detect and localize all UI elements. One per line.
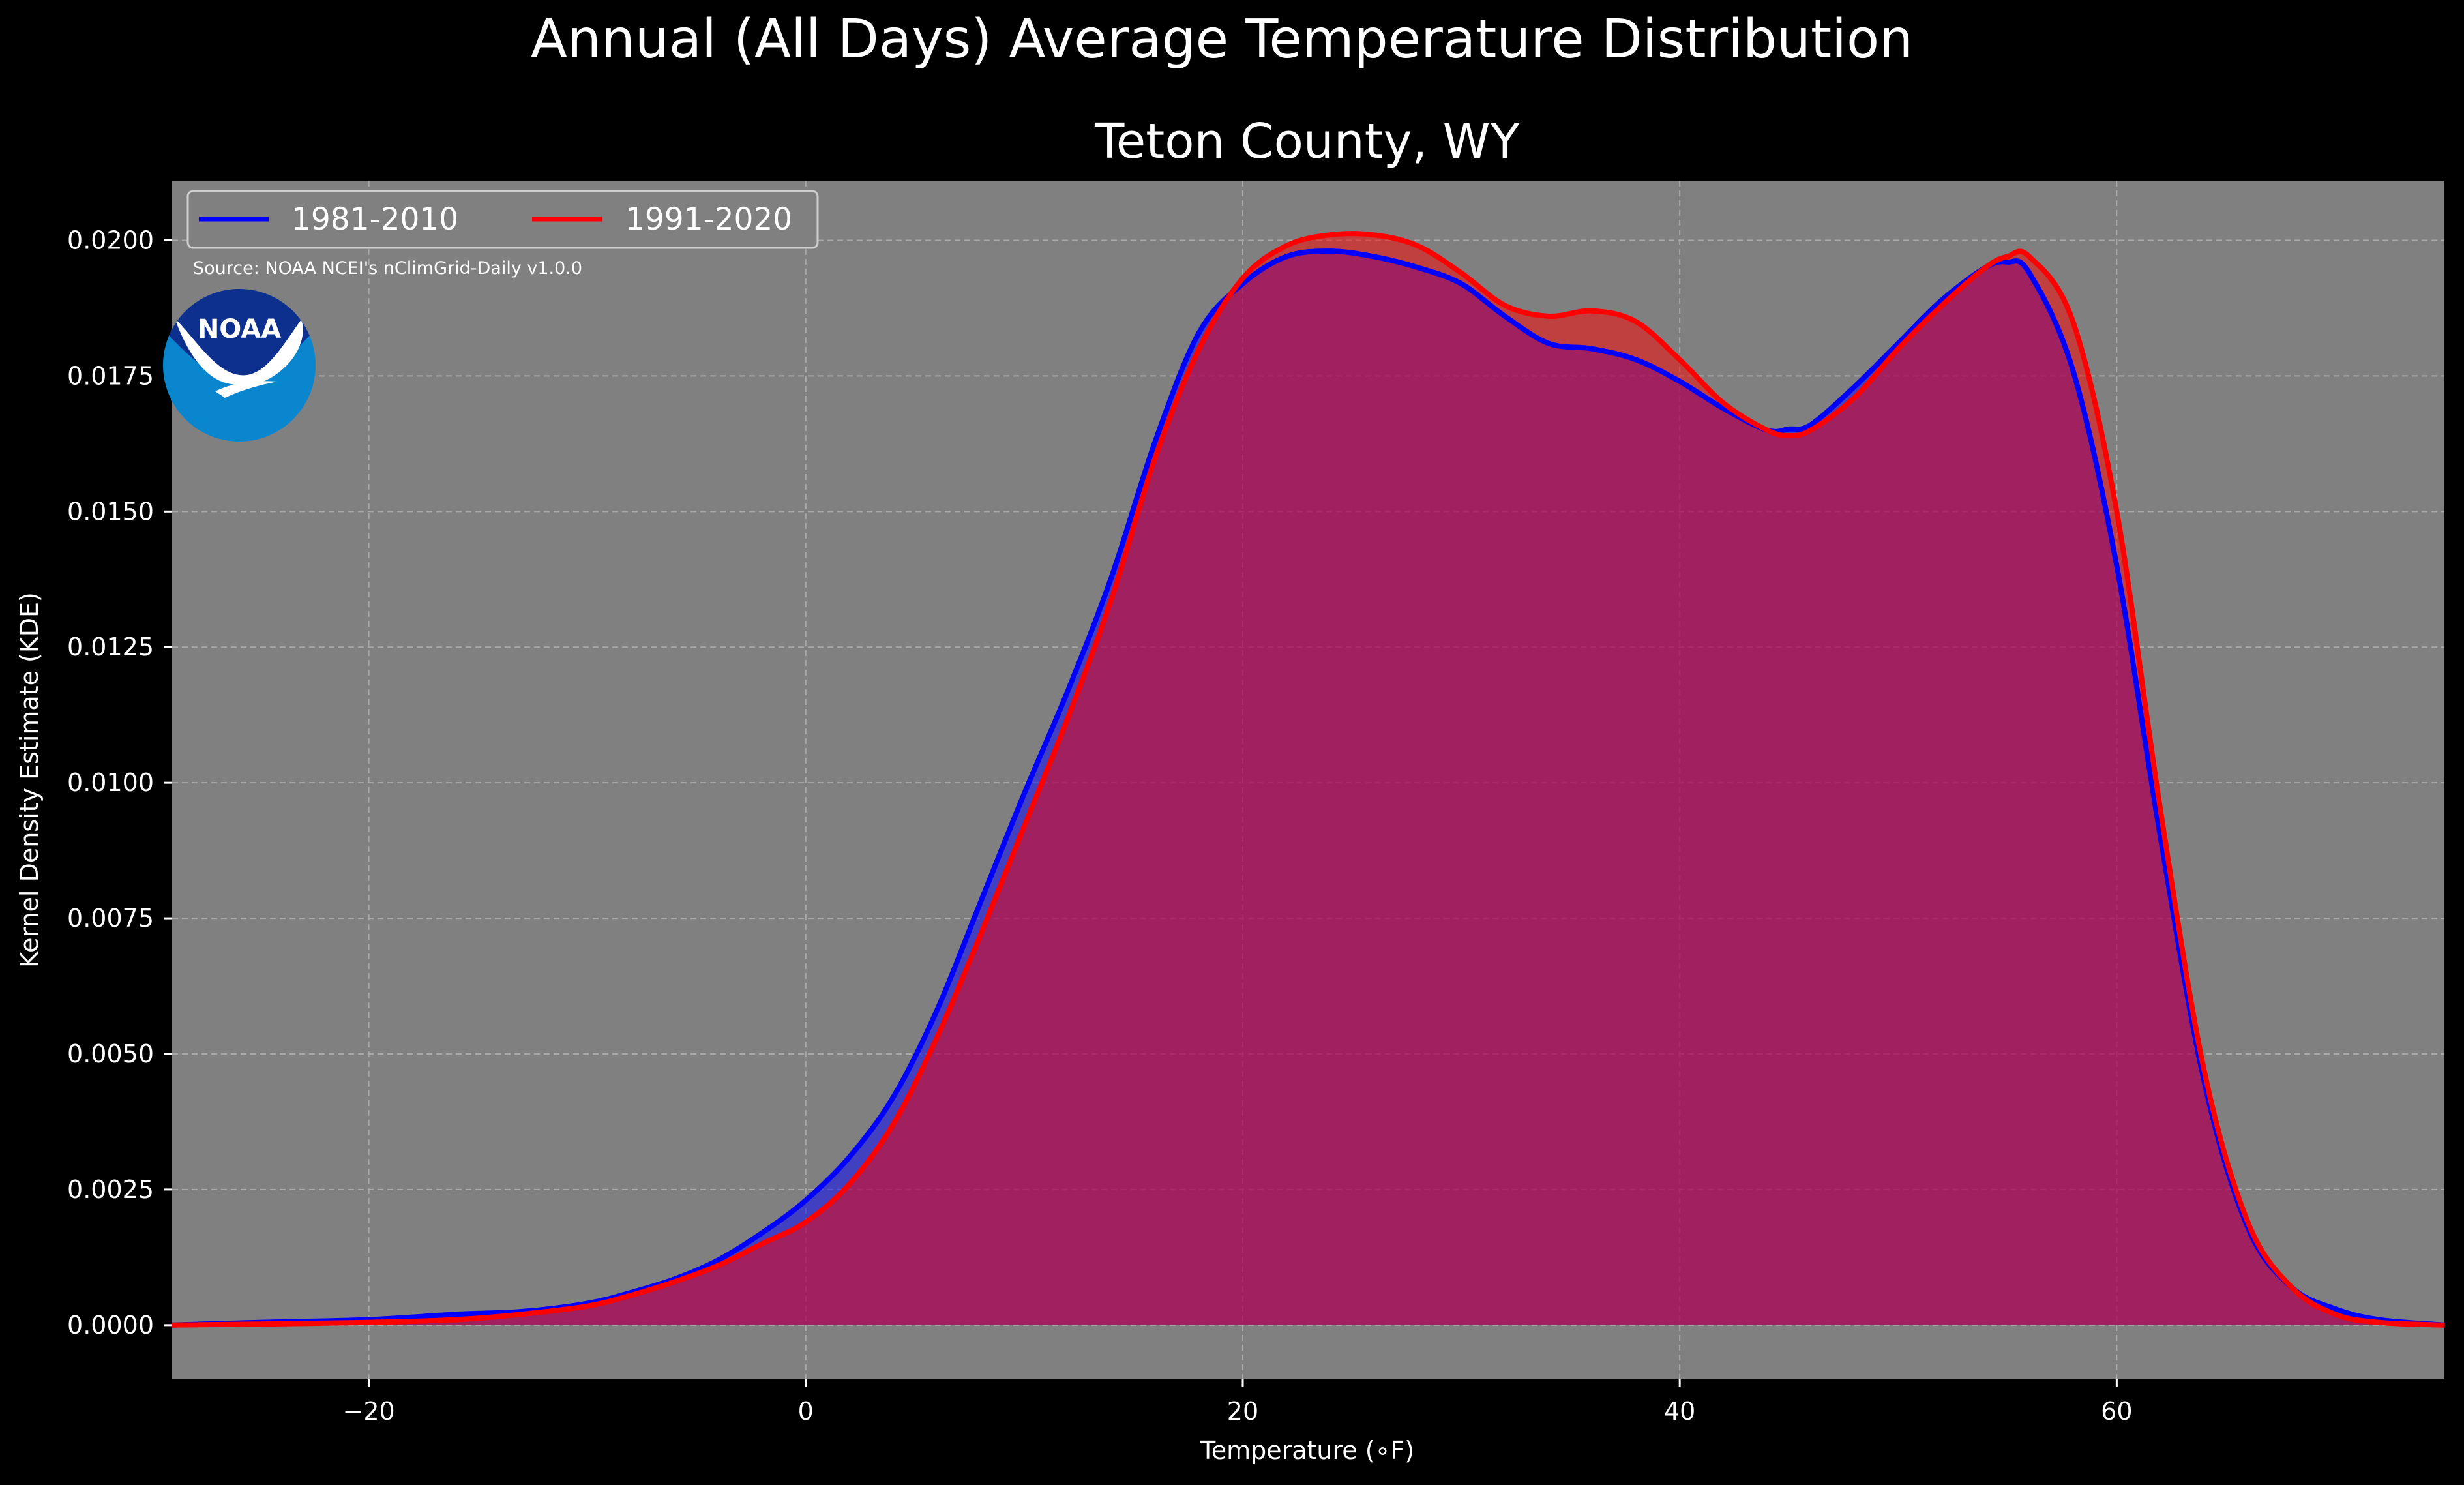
chart-title: Teton County, WY	[1094, 113, 1521, 170]
noaa-logo-text: NOAA	[198, 314, 281, 344]
plot-area	[171, 181, 2445, 1379]
x-tick-label: 60	[2101, 1397, 2132, 1426]
density-area-1991-2020	[172, 233, 2444, 1325]
y-tick-label: 0.0200	[67, 226, 154, 254]
chart-suptitle: Annual (All Days) Average Temperature Di…	[531, 8, 1913, 70]
density-lines	[171, 231, 2445, 1328]
x-tick-label: 20	[1227, 1397, 1258, 1426]
y-tick-label: 0.0125	[67, 633, 154, 661]
legend-label-1981-2010: 1981-2010	[291, 202, 458, 237]
legend: 1981-2010 1991-2020	[186, 190, 819, 249]
y-tick-label: 0.0175	[67, 361, 154, 390]
source-note: Source: NOAA NCEI's nClimGrid-Daily v1.0…	[193, 258, 582, 278]
x-tick-label: 40	[1664, 1397, 1695, 1426]
noaa-logo-icon: NOAA	[163, 289, 316, 442]
y-tick-label: 0.0100	[67, 768, 154, 797]
y-tick-label: 0.0050	[67, 1040, 154, 1068]
x-tick-label: 0	[798, 1397, 814, 1426]
legend-box	[186, 190, 819, 249]
y-tick-label: 0.0075	[67, 904, 154, 933]
y-axis-label: Kernel Density Estimate (KDE)	[15, 592, 44, 968]
y-tick-label: 0.0150	[67, 497, 154, 526]
x-axis-label: Temperature (∘F)	[1200, 1436, 1414, 1465]
y-tick-label: 0.0000	[67, 1311, 154, 1340]
x-axis: −20 0 20 40 60	[342, 1379, 2133, 1426]
y-axis: 0.0000 0.0025 0.0050 0.0075 0.0100 0.0125 0.01…	[67, 226, 172, 1340]
density-line-1981-2010	[171, 248, 2445, 1328]
y-tick-label: 0.0025	[67, 1175, 154, 1204]
density-areas	[172, 233, 2444, 1325]
density-line-1991-2020	[171, 231, 2445, 1328]
x-tick-label: −20	[342, 1397, 394, 1426]
legend-label-1991-2020: 1991-2020	[625, 202, 792, 237]
